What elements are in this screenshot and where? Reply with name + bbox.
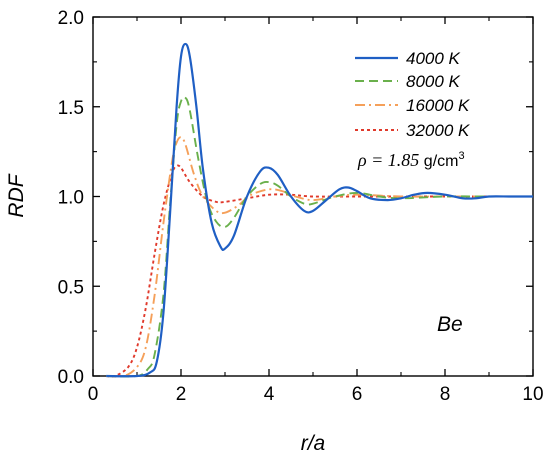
- legend-label-32000k: 32000 K: [406, 121, 470, 140]
- legend-label-8000k: 8000 K: [406, 72, 461, 91]
- series-line-16000k: [106, 136, 533, 378]
- y-tick-label: 1.0: [58, 188, 84, 209]
- legend-label-4000k: 4000 K: [406, 49, 461, 68]
- y-tick-label: 1.5: [58, 98, 84, 119]
- x-tick-label: 0: [88, 384, 99, 405]
- x-tick-label: 10: [522, 384, 543, 405]
- x-tick-label: 4: [264, 384, 275, 405]
- y-tick-label: 0.0: [58, 367, 84, 388]
- x-axis-title: r/a: [301, 432, 326, 455]
- density-annotation: ρ = 1.85 g/cm3: [357, 150, 465, 170]
- series-lines: [106, 42, 533, 378]
- density-unit: g/cm: [424, 153, 459, 170]
- axis-ticks: 0 2 4 6 8 10 0.0 0.5 1.0 1.5 2.0: [58, 8, 544, 405]
- legend-label-16000k: 16000 K: [406, 96, 470, 115]
- y-tick-label: 2.0: [58, 8, 84, 29]
- density-exponent: 3: [458, 150, 464, 162]
- x-tick-label: 2: [176, 384, 187, 405]
- density-value: ρ = 1.85: [357, 150, 419, 170]
- series-line-32000k: [106, 164, 533, 378]
- series-line-4000k: [106, 42, 533, 378]
- x-tick-label: 6: [352, 384, 363, 405]
- y-axis-title: RDF: [5, 173, 28, 217]
- element-label: Be: [437, 313, 463, 336]
- x-tick-label: 8: [440, 384, 451, 405]
- y-tick-label: 0.5: [58, 277, 84, 298]
- legend: 4000 K 8000 K 16000 K 32000 K: [355, 49, 470, 140]
